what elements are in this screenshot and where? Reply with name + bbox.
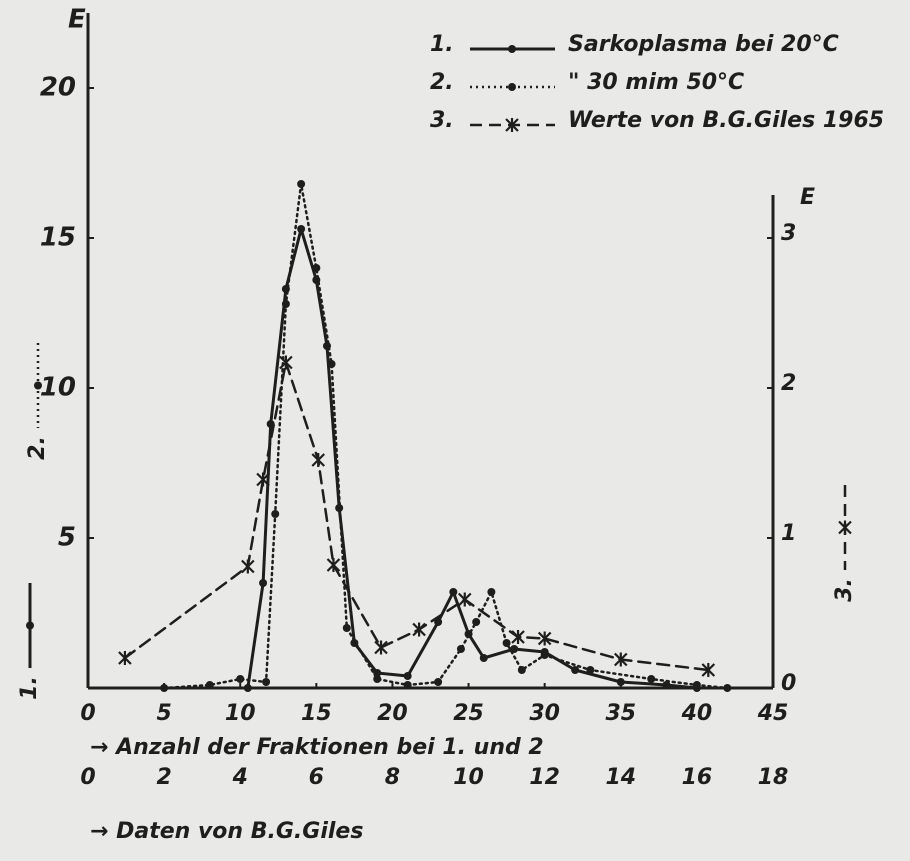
y2-tick-label: 1 — [781, 521, 796, 546]
y2-tick-label: 3 — [781, 221, 796, 246]
dot-marker — [487, 588, 496, 596]
dot-marker — [472, 618, 481, 626]
left-axis-label: E — [68, 5, 86, 35]
x-tick-label: 35 — [605, 701, 636, 726]
star-marker — [457, 592, 472, 607]
x2-tick-label: 12 — [529, 765, 560, 790]
x2-tick-label: 14 — [605, 765, 636, 790]
x2-tick-label: 0 — [80, 765, 95, 790]
star-marker — [256, 472, 270, 487]
star-marker — [537, 631, 552, 646]
x2-tick-label: 2 — [156, 765, 171, 790]
star-marker — [311, 453, 326, 467]
dot-marker — [449, 588, 458, 596]
dot-marker — [160, 684, 169, 692]
series-line — [162, 182, 729, 690]
x2-tick-label: 10 — [453, 765, 484, 790]
dot-marker — [456, 645, 465, 653]
legend-label: Sarkoplasma bei 20°C — [568, 32, 839, 57]
right-axis-label: E — [800, 185, 815, 210]
dot-marker — [26, 621, 34, 630]
x-tick-label: 25 — [453, 701, 484, 726]
star-marker — [505, 118, 519, 132]
x-tick-label: 30 — [529, 701, 560, 726]
dot-marker — [342, 624, 351, 632]
x-tick-label: 45 — [757, 701, 789, 726]
dot-marker — [403, 672, 412, 680]
legend-number: 2. — [430, 70, 454, 95]
dot-marker — [586, 666, 595, 674]
y-tick-label: 10 — [40, 373, 76, 403]
dot-marker — [434, 678, 443, 686]
star-marker — [374, 640, 388, 655]
x2-tick-label: 8 — [385, 765, 400, 790]
dot-marker — [327, 360, 336, 368]
legend-label: Werte von B.G.Giles 1965 — [568, 108, 884, 133]
x-axis-label: → Anzahl der Fraktionen bei 1. und 2 — [90, 735, 544, 760]
dot-marker — [271, 510, 280, 518]
y2-tick-label: 0 — [781, 671, 796, 696]
star-marker — [118, 651, 132, 665]
series-line — [246, 227, 699, 690]
dot-marker — [508, 45, 516, 53]
x-tick-label: 20 — [377, 701, 408, 726]
x-tick-label: 5 — [156, 701, 171, 726]
dot-marker — [502, 639, 511, 647]
x2-tick-label: 16 — [682, 765, 713, 790]
star-marker — [701, 663, 716, 677]
y-tick-label: 5 — [58, 523, 76, 553]
y2-tick-label: 2 — [781, 371, 796, 396]
x2-tick-label: 6 — [309, 765, 324, 790]
star-marker — [326, 558, 341, 572]
x2-axis-label: → Daten von B.G.Giles — [90, 819, 363, 844]
dot-marker — [540, 651, 549, 659]
dot-marker — [434, 618, 443, 626]
dot-marker — [297, 225, 306, 233]
dot-marker — [508, 83, 516, 91]
side-key-number: 1. — [17, 676, 42, 700]
dot-marker — [259, 579, 268, 587]
dot-marker — [571, 666, 580, 674]
dot-marker — [243, 684, 252, 692]
dot-marker — [662, 681, 671, 689]
star-marker — [241, 559, 255, 574]
star-marker — [511, 630, 525, 644]
side-key-number: 3. — [832, 578, 857, 602]
dot-marker — [373, 675, 382, 683]
star-marker — [838, 520, 852, 535]
star-marker — [613, 652, 628, 667]
dot-marker — [403, 681, 412, 689]
dot-marker — [616, 678, 625, 686]
series-line — [123, 361, 710, 672]
dot-marker — [723, 684, 732, 692]
dot-marker — [262, 678, 271, 686]
x-tick-label: 10 — [225, 701, 256, 726]
y-tick-label: 15 — [40, 223, 76, 253]
legend-number: 3. — [430, 108, 454, 133]
x-tick-label: 0 — [80, 701, 95, 726]
star-marker — [279, 355, 293, 370]
legend-number: 1. — [430, 32, 454, 57]
x-tick-label: 15 — [301, 701, 332, 726]
dot-marker — [281, 300, 290, 308]
y-tick-label: 20 — [40, 73, 76, 103]
dot-marker — [692, 681, 701, 689]
side-key-number: 2. — [25, 436, 50, 460]
dot-marker — [312, 264, 321, 272]
dot-marker — [517, 666, 526, 674]
legend-label: " 30 mim 50°C — [568, 70, 744, 95]
dot-marker — [297, 180, 306, 188]
x2-tick-label: 18 — [758, 765, 789, 790]
dot-marker — [34, 381, 42, 390]
dot-marker — [236, 675, 245, 683]
dot-marker — [647, 675, 656, 683]
dot-marker — [205, 681, 214, 689]
x-tick-label: 40 — [681, 701, 713, 726]
dot-marker — [479, 654, 488, 662]
x2-tick-label: 4 — [232, 765, 248, 790]
star-marker — [412, 622, 426, 637]
